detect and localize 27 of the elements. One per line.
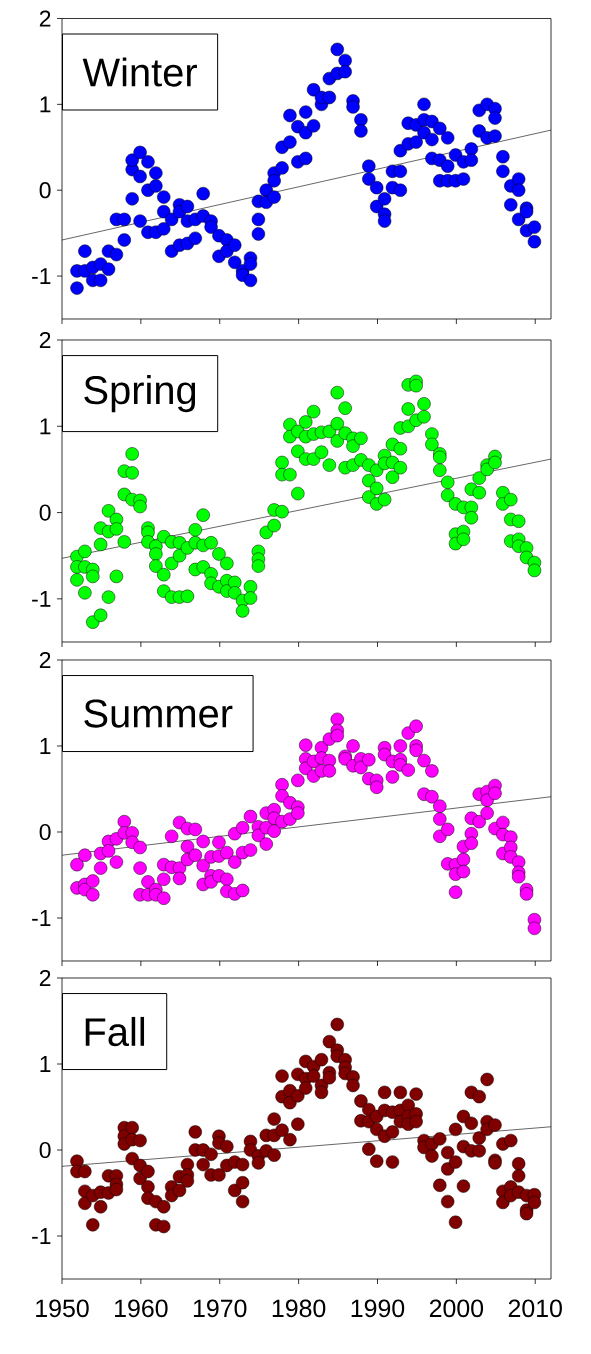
- y-tick-label: -1: [32, 910, 51, 926]
- y-tick-label: 0: [39, 1141, 51, 1159]
- text: Winter: [82, 57, 197, 87]
- y-tick-label: 0: [39, 823, 51, 841]
- y-tick-label: 1: [40, 1056, 51, 1072]
- x-tick-label: 1960: [115, 1299, 168, 1318]
- y-tick-label: -1: [32, 590, 51, 607]
- y-tick-label: 2: [39, 10, 51, 27]
- y-tick-label: 0: [39, 504, 51, 521]
- y-tick-label: 1: [40, 96, 51, 113]
- y-tick-label: 1: [40, 738, 51, 754]
- y-tick-label: -1: [32, 1228, 51, 1244]
- y-tick-label: 2: [39, 331, 51, 348]
- y-tick-label: -1: [32, 268, 51, 284]
- y-tick-label: 0: [39, 182, 51, 199]
- text: Fall: [85, 1016, 145, 1047]
- y-tick-label: 1: [40, 418, 51, 435]
- text: Summer: [84, 699, 233, 728]
- y-tick-label: 2: [39, 970, 51, 986]
- y-tick-label: 2: [39, 651, 51, 668]
- x-tick-label: 1970: [193, 1299, 247, 1318]
- x-tick-label: 1990: [351, 1299, 405, 1318]
- x-tick-label: 1950: [36, 1299, 89, 1318]
- text: Spring: [84, 375, 196, 413]
- x-tick-label: 2010: [508, 1299, 562, 1318]
- x-tick-label: 1980: [272, 1299, 326, 1318]
- x-tick-label: 2000: [429, 1299, 484, 1318]
